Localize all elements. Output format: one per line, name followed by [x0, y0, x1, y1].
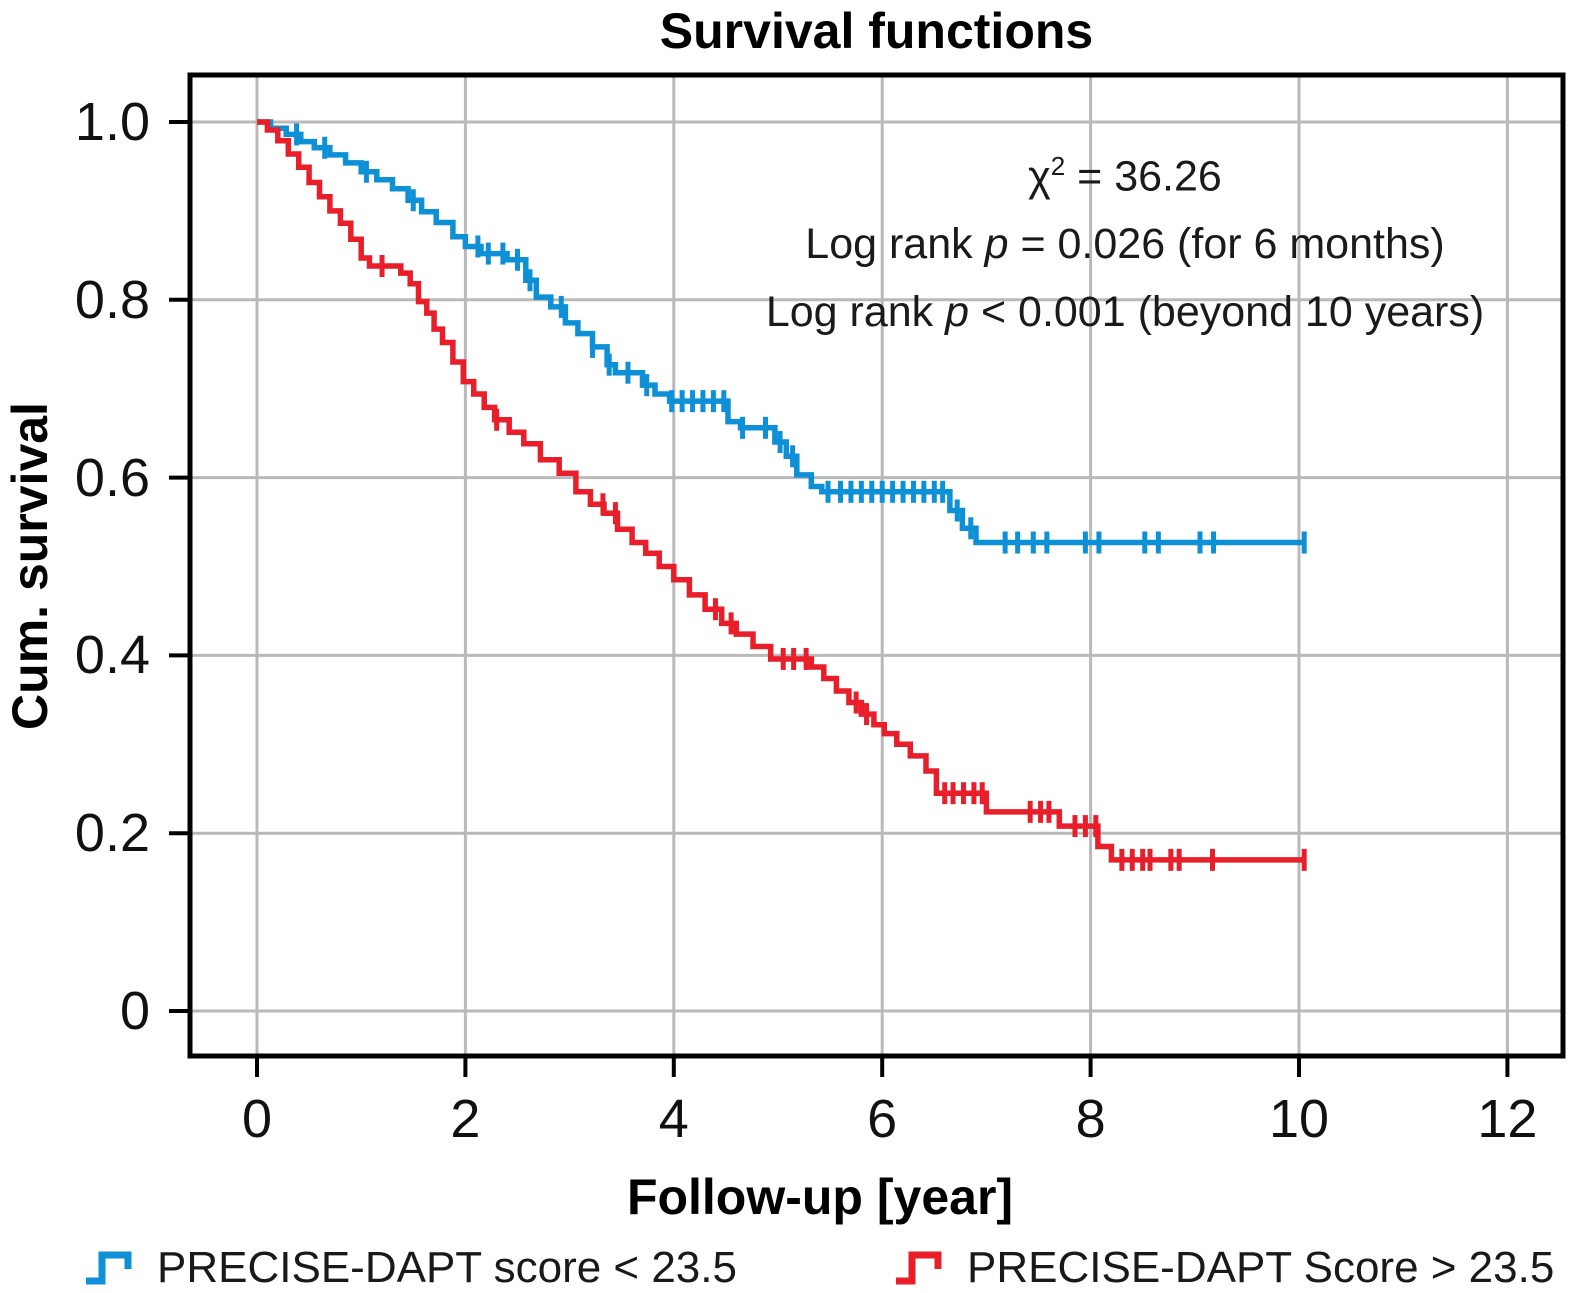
- red-step-icon: [896, 1251, 942, 1285]
- x-tick-label: 8: [1075, 1089, 1106, 1149]
- y-tick-label: 0: [119, 981, 150, 1041]
- stats-annotation: χ2 = 36.26 Log rank p = 0.026 (for 6 mon…: [700, 132, 1550, 346]
- legend-item-red: PRECISE-DAPT Score > 23.5: [893, 1243, 1554, 1293]
- y-tick-label: 0.6: [74, 447, 150, 508]
- km-curve-red: [257, 119, 1307, 863]
- x-tick-label: 4: [658, 1089, 689, 1149]
- y-tick-label: 0.2: [74, 803, 150, 864]
- x-tick-label: 6: [867, 1089, 898, 1149]
- y-tick-label: 0.4: [74, 625, 150, 686]
- x-axis-title: Follow-up [year]: [626, 1169, 1014, 1225]
- x-tick-label: 2: [450, 1089, 481, 1149]
- y-tick-label: 0.8: [74, 269, 150, 330]
- x-tick-label: 10: [1268, 1089, 1330, 1149]
- legend-label-blue: PRECISE-DAPT score < 23.5: [157, 1243, 737, 1292]
- x-tick-label: 12: [1477, 1089, 1538, 1149]
- logrank-10years-line: Log rank p < 0.001 (beyond 10 years): [765, 288, 1485, 337]
- legend-label-red: PRECISE-DAPT Score > 23.5: [967, 1243, 1555, 1292]
- chart-title: Survival functions: [659, 3, 1094, 59]
- x-tick-label: 0: [241, 1089, 273, 1149]
- y-tick-label: 1.0: [74, 92, 150, 152]
- logrank-6months-line: Log rank p = 0.026 (for 6 months): [805, 220, 1445, 269]
- legend-item-blue: PRECISE-DAPT score < 23.5: [83, 1243, 737, 1293]
- plot-border: [187, 72, 1566, 1059]
- y-axis-title: Cum. survival: [2, 402, 58, 730]
- blue-step-icon: [86, 1251, 132, 1285]
- chi-square-line: χ2 = 36.26: [1028, 151, 1222, 201]
